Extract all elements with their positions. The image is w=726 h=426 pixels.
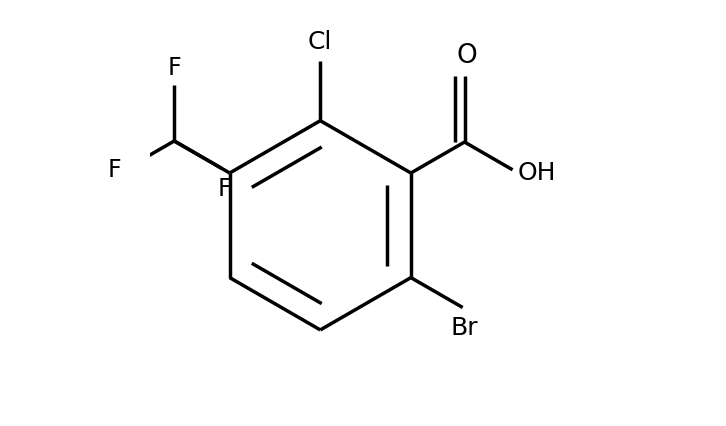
Text: F: F [218,177,232,201]
Text: OH: OH [518,161,556,184]
Text: F: F [168,55,181,80]
Text: Cl: Cl [308,30,333,54]
Text: F: F [107,157,121,181]
Text: O: O [456,43,477,69]
Text: Br: Br [451,316,478,340]
